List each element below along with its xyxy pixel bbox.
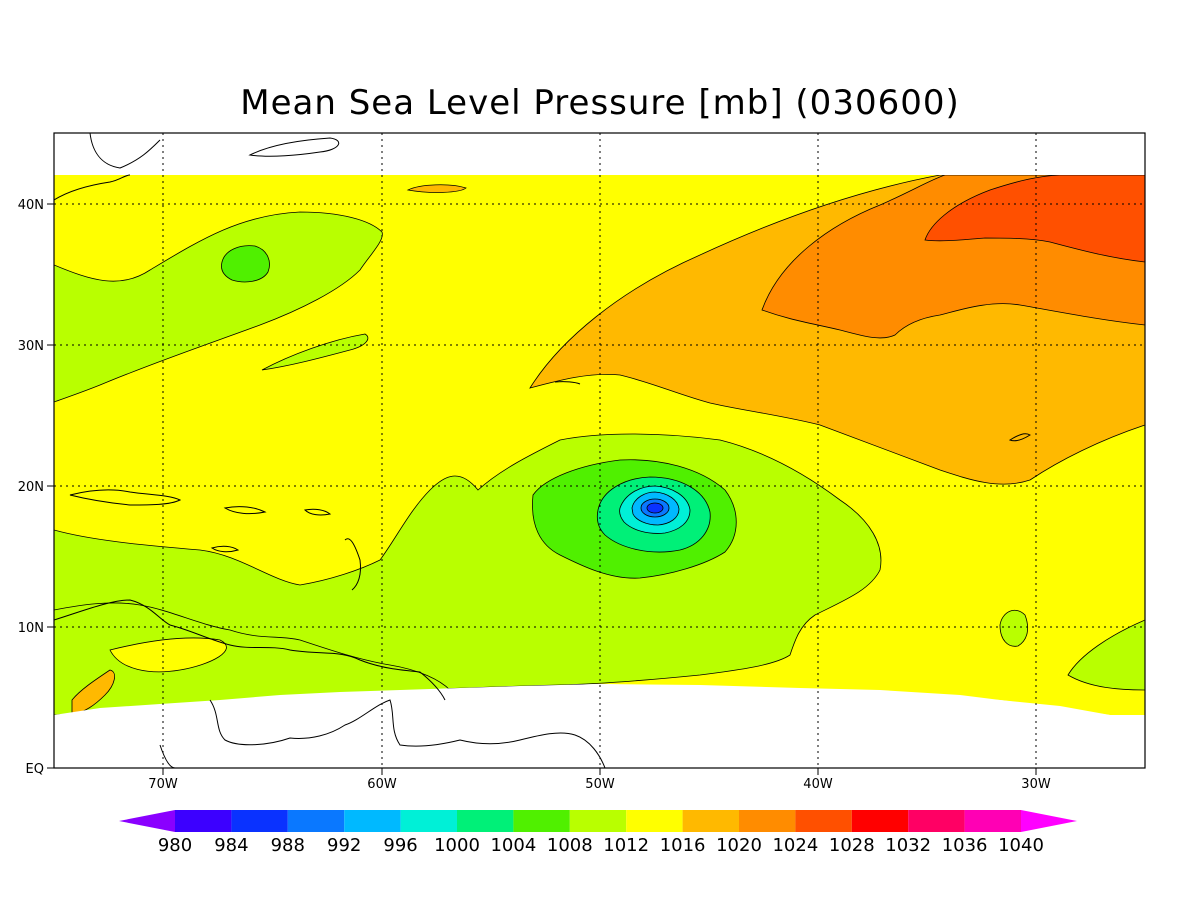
colorbar-swatch <box>908 810 965 832</box>
colorbar-swatch <box>851 810 909 832</box>
x-axis-labels: 70W 60W 50W 40W 30W <box>148 777 1051 792</box>
colorbar-label: 1024 <box>772 835 818 856</box>
colorbar-label: 1008 <box>547 835 593 856</box>
colorbar-label: 1020 <box>716 835 762 856</box>
band-1016-1020-sw <box>71 669 115 716</box>
colorbar-label: 988 <box>271 835 305 856</box>
map-title: Mean Sea Level Pressure [mb] (030600) <box>240 83 960 123</box>
coastlines <box>54 133 1031 768</box>
colorbar-label: 1032 <box>885 835 931 856</box>
graticule <box>54 133 1145 768</box>
y-tick-label: EQ <box>26 762 44 777</box>
band-1012-1016-sw-inner <box>109 637 227 673</box>
x-tick-label: 40W <box>803 777 833 792</box>
band-1008-1012-sw <box>54 602 451 716</box>
band-1008-1012-nw <box>54 211 383 403</box>
x-tick-label: 30W <box>1021 777 1051 792</box>
colorbar-swatch <box>400 810 457 832</box>
tick-marks <box>47 203 1037 775</box>
band-1008-1012-east-spot <box>999 609 1029 647</box>
band-1024-1028-ne <box>924 174 1145 263</box>
colorbar-label: 1036 <box>942 835 988 856</box>
colorbar-label: 1028 <box>829 835 875 856</box>
colorbar-label: 984 <box>214 835 248 856</box>
colorbar-swatch <box>175 810 232 832</box>
colorbar-swatch <box>457 810 514 832</box>
colorbar-label: 996 <box>383 835 417 856</box>
colorbar-swatch <box>513 810 570 832</box>
colorbar-swatch <box>344 810 401 832</box>
colorbar-label: 1004 <box>490 835 536 856</box>
colorbar-label: 1016 <box>660 835 706 856</box>
colorbar-label: 1012 <box>603 835 649 856</box>
y-tick-label: 20N <box>18 480 44 495</box>
colorbar-label: 980 <box>158 835 192 856</box>
colorbar-label: 1040 <box>998 835 1044 856</box>
colorbar-arrow-high <box>1021 810 1077 832</box>
colorbar-swatch <box>795 810 852 832</box>
band-984-988-low <box>646 502 664 514</box>
x-tick-label: 70W <box>148 777 178 792</box>
no-data-region <box>54 684 1145 768</box>
band-1008-1012-sliver <box>261 333 369 371</box>
colorbar-swatch <box>626 810 683 832</box>
band-1016-1020-top <box>406 184 467 193</box>
band-1004-1008-nw <box>221 245 270 283</box>
colorbar-arrow-low <box>119 810 175 832</box>
y-tick-label: 30N <box>18 339 44 354</box>
x-tick-label: 60W <box>367 777 397 792</box>
colorbar-swatch <box>739 810 796 832</box>
colorbar-label: 1000 <box>434 835 480 856</box>
x-tick-label: 50W <box>585 777 615 792</box>
band-1008-1012-se <box>1067 619 1145 691</box>
pressure-field <box>54 133 1145 768</box>
y-tick-label: 10N <box>18 621 44 636</box>
colorbar-label: 992 <box>327 835 361 856</box>
colorbar: 980 984 988 992 996 1000 1004 1008 1012 1016 1020 1… <box>119 810 1077 856</box>
y-axis-labels: EQ 10N 20N 30N 40N <box>18 198 44 777</box>
colorbar-swatch <box>964 810 1021 832</box>
colorbar-swatch <box>287 810 345 832</box>
y-tick-label: 40N <box>18 198 44 213</box>
colorbar-swatch <box>231 810 288 832</box>
colorbar-swatch <box>569 810 627 832</box>
colorbar-swatch <box>682 810 739 832</box>
